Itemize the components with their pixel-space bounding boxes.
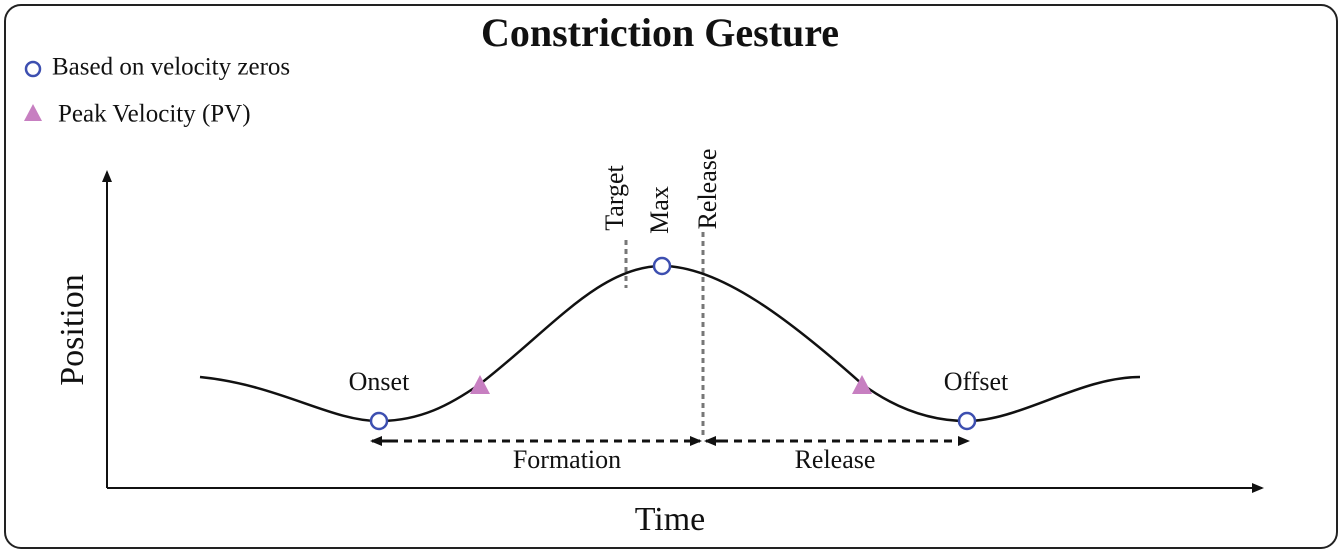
release-interval-label: Release — [795, 445, 876, 474]
pv-marker — [852, 375, 872, 394]
frame — [4, 4, 1338, 549]
legend-label: Peak Velocity (PV) — [58, 101, 251, 128]
formation-label: Formation — [513, 445, 621, 474]
offset-marker — [957, 411, 977, 431]
onset-marker — [369, 411, 389, 431]
target-label: Target — [600, 164, 629, 230]
x-axis-label: Time — [635, 501, 706, 538]
offset-label: Offset — [944, 367, 1009, 396]
onset-label: Onset — [349, 367, 410, 396]
max-marker — [652, 256, 672, 276]
pv-marker — [470, 375, 490, 394]
release-label: Release — [693, 149, 722, 230]
legend-label: Based on velocity zeros — [52, 54, 290, 81]
y-axis-label: Position — [54, 274, 91, 385]
legend-triangle — [24, 104, 42, 121]
max-label: Max — [645, 186, 674, 234]
title: Constriction Gesture — [481, 10, 839, 55]
legend-circle — [24, 60, 42, 78]
